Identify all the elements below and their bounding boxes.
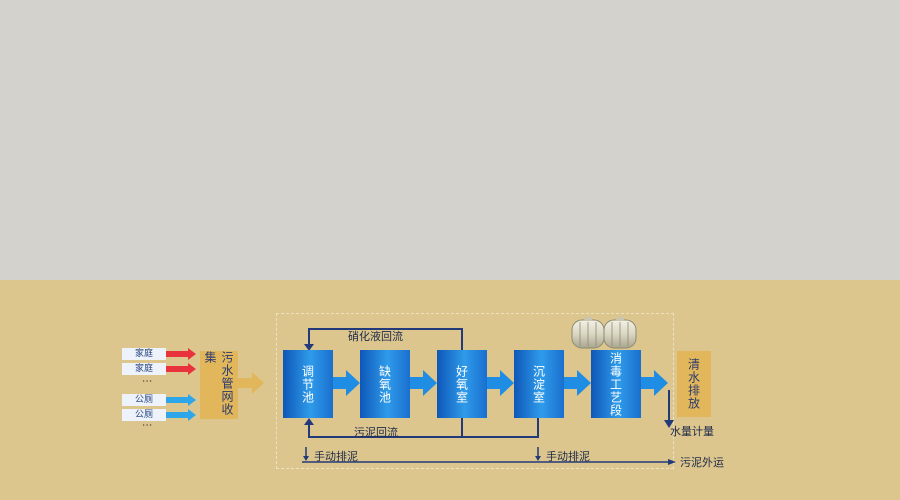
manual-sludge-arrowhead-1: [303, 456, 309, 461]
upper-background: [0, 0, 900, 280]
flow-arrow-bar-5: [641, 377, 655, 389]
source-dots-2: ⋮: [141, 420, 152, 430]
unit-aerobic-chamber: 好氧室: [437, 350, 487, 418]
flow-arrow-bar-4: [564, 377, 578, 389]
label-sludge-export: 污泥外运: [680, 456, 724, 469]
label-manual-sludge-2: 手动排泥: [546, 450, 590, 463]
source-dots-1: ⋮: [141, 376, 152, 386]
sludge-reflux-line: [308, 418, 539, 438]
unit-sedimentation-chamber: 沉淀室: [514, 350, 564, 418]
flow-arrow-bar-2: [410, 377, 424, 389]
source-household-1: 家庭: [122, 348, 166, 360]
nitrification-reflux-arrowhead: [304, 344, 314, 351]
flow-arrow-4: [577, 370, 591, 396]
manual-sludge-arrowhead-2: [535, 456, 541, 461]
treatment-tanks-icon: [571, 317, 637, 349]
flow-arrow-2: [423, 370, 437, 396]
public-toilet-arrow-1: [166, 394, 196, 406]
flow-arrow-bar-1: [333, 377, 347, 389]
flow-arrow-3: [500, 370, 514, 396]
sewer-collection-box: 污水管网收集: [200, 351, 238, 419]
flow-arrow-1: [346, 370, 360, 396]
label-nitrification-reflux: 硝化液回流: [348, 330, 403, 343]
sludge-reflux-arrowhead: [304, 418, 314, 425]
treatment-station-frame: [276, 313, 674, 469]
unit-disinfection-stage: 消毒工艺段: [591, 350, 641, 418]
label-manual-sludge-1: 手动排泥: [314, 450, 358, 463]
household-arrow-2: [166, 363, 196, 375]
source-public-toilet-1: 公厕: [122, 394, 166, 406]
nitrification-reflux-line: [308, 328, 463, 350]
sludge-export-arrowhead: [668, 459, 676, 465]
unit-anoxic-tank: 缺氧池: [360, 350, 410, 418]
unit-regulation-tank: 调节池: [283, 350, 333, 418]
label-water-metering: 水量计量: [670, 425, 714, 438]
flow-arrow-bar-3: [487, 377, 501, 389]
water-metering-arrowhead: [664, 420, 674, 428]
label-sludge-reflux: 污泥回流: [354, 426, 398, 439]
source-public-toilet-2: 公厕: [122, 409, 166, 421]
collection-arrow: [238, 372, 264, 394]
household-arrow-1: [166, 348, 196, 360]
source-household-2: 家庭: [122, 363, 166, 375]
flow-arrow-5: [654, 370, 668, 396]
public-toilet-arrow-2: [166, 409, 196, 421]
clean-water-discharge-box: 清水排放: [677, 351, 711, 417]
